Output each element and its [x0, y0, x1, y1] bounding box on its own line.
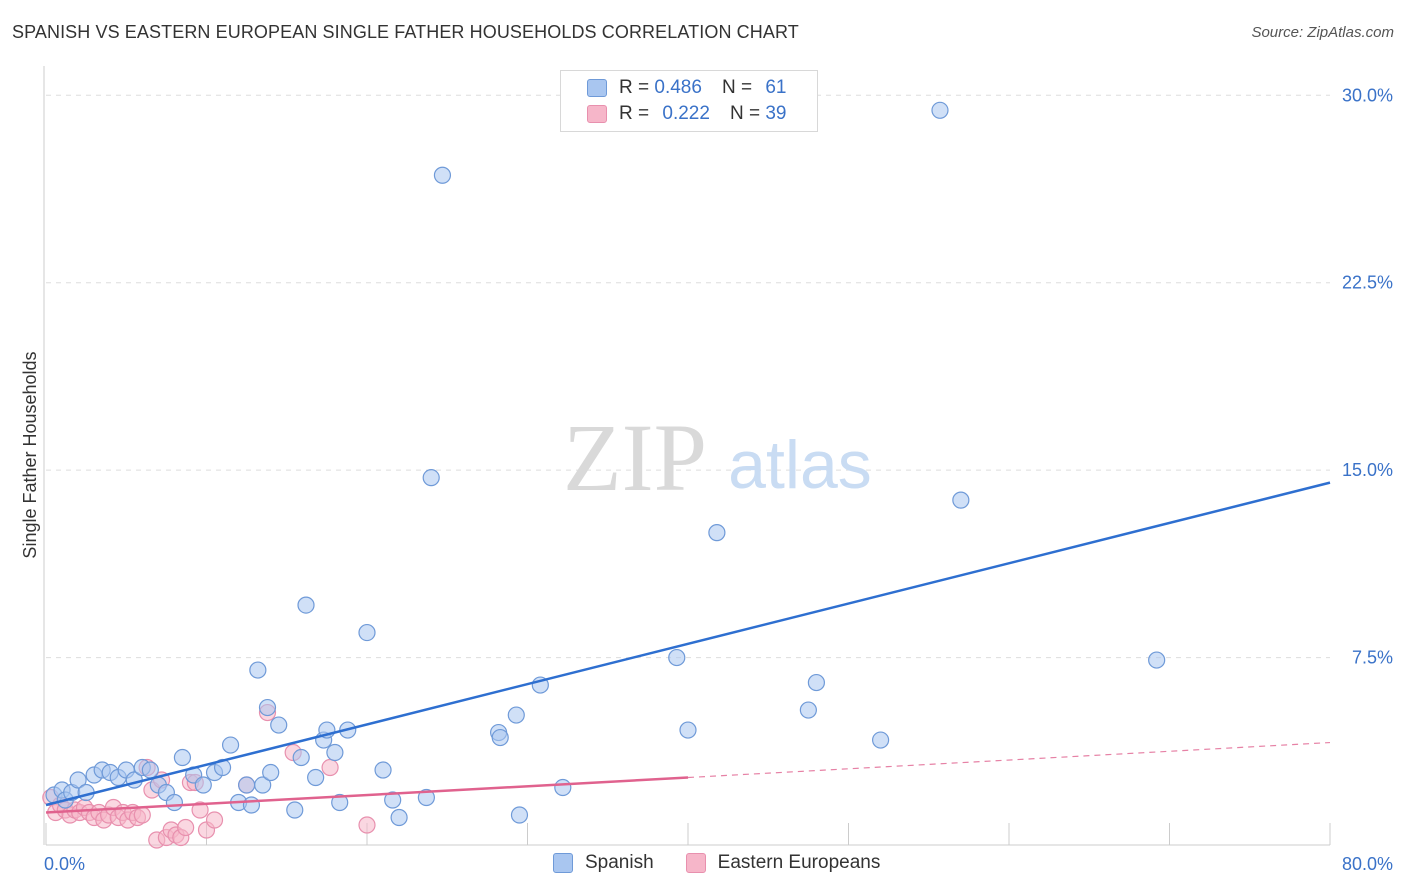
eastern-point: [321, 758, 339, 777]
spanish-point: [69, 771, 87, 789]
spanish-point: [390, 808, 408, 827]
spanish-point: [331, 793, 349, 812]
legend-n-label-eastern: N =: [729, 103, 761, 124]
spanish-point: [258, 698, 277, 717]
axes: [43, 66, 1331, 846]
eastern-trendline-extension: [687, 741, 1331, 779]
spanish-point: [507, 706, 525, 724]
legend-n-value-eastern: 39: [765, 103, 787, 124]
source-credit: Source: ZipAtlas.com: [1251, 24, 1394, 41]
watermark-zip: ZIP: [563, 404, 707, 511]
chart-title: SPANISH VS EASTERN EUROPEAN SINGLE FATHE…: [12, 22, 799, 42]
spanish-point: [307, 768, 325, 787]
spanish-point: [871, 731, 890, 749]
spanish-point: [374, 761, 392, 779]
spanish-point: [249, 661, 267, 679]
y-tick-label: 7.5%: [1352, 648, 1393, 668]
spanish-point: [417, 788, 435, 807]
y-tick-label: 15.0%: [1342, 460, 1393, 480]
spanish-point: [165, 793, 183, 812]
spanish-point: [807, 673, 826, 692]
legend-row-eastern: R = 0.222 N = 39: [587, 103, 786, 125]
series-label-eastern: Eastern Europeans: [717, 852, 881, 873]
gridlines: [46, 94, 1330, 659]
spanish-point: [242, 796, 261, 814]
spanish-point: [221, 736, 240, 754]
spanish-point: [510, 806, 529, 824]
tick-labels: 7.5% 15.0% 22.5% 30.0% 0.0% 80.0%: [44, 85, 1393, 874]
spanish-points: [45, 101, 1166, 827]
eastern-point: [191, 801, 209, 819]
spanish-point: [286, 801, 304, 819]
spanish-point: [952, 491, 970, 509]
spanish-point: [358, 623, 376, 642]
legend-r-label-eastern: R =: [619, 103, 650, 124]
spanish-point: [422, 469, 440, 487]
spanish-point: [433, 166, 452, 184]
spanish-point: [491, 728, 509, 747]
x-tick-label: 0.0%: [44, 854, 85, 874]
eastern-point: [205, 811, 224, 829]
spanish-point: [1148, 651, 1166, 669]
spanish-point: [679, 721, 697, 739]
y-tick-label: 22.5%: [1342, 273, 1393, 293]
legend-r-label-spanish: R =: [619, 77, 650, 98]
spanish-point: [238, 776, 256, 794]
spanish-point: [799, 701, 817, 719]
series-swatch-eastern: [685, 853, 706, 873]
correlation-legend: R = 0.486 N = 61 R = 0.222 N = 39: [560, 70, 818, 132]
eastern-trendline: [45, 776, 689, 814]
series-legend-eastern[interactable]: Eastern Europeans: [685, 852, 881, 874]
spanish-point: [262, 763, 280, 782]
legend-r-value-eastern: 0.222: [662, 103, 710, 124]
y-tick-label: 30.0%: [1342, 85, 1393, 105]
legend-swatch-eastern: [587, 105, 607, 123]
eastern-point: [133, 806, 151, 824]
spanish-trendline: [45, 481, 1331, 807]
spanish-point: [292, 748, 310, 767]
spanish-point: [173, 748, 192, 767]
legend-n-value-spanish: 61: [765, 77, 787, 98]
legend-swatch-spanish: [587, 79, 607, 97]
x-tick-label: 80.0%: [1342, 854, 1393, 874]
spanish-point: [668, 648, 686, 667]
spanish-point: [708, 524, 726, 542]
spanish-point: [297, 596, 315, 614]
legend-row-spanish: R = 0.486 N = 61: [587, 77, 786, 99]
spanish-point: [931, 101, 949, 119]
trendlines: [45, 481, 1331, 814]
series-legend: Spanish Eastern Europeans: [553, 852, 912, 874]
spanish-point: [141, 761, 159, 779]
legend-r-value-spanish: 0.486: [654, 77, 702, 98]
spanish-point: [194, 776, 212, 794]
legend-n-label-spanish: N =: [721, 77, 753, 98]
watermark-atlas: atlas: [728, 427, 872, 503]
spanish-point: [254, 776, 272, 794]
y-axis-label: Single Father Households: [20, 351, 40, 558]
eastern-point: [358, 816, 376, 834]
series-label-spanish: Spanish: [585, 852, 654, 873]
watermark: ZIP atlas: [563, 404, 872, 511]
spanish-point: [554, 778, 572, 797]
spanish-point: [384, 791, 402, 809]
eastern-point: [177, 818, 195, 837]
series-legend-spanish[interactable]: Spanish: [553, 852, 654, 874]
spanish-point: [326, 743, 344, 762]
spanish-point: [270, 716, 288, 734]
series-swatch-spanish: [553, 853, 573, 873]
